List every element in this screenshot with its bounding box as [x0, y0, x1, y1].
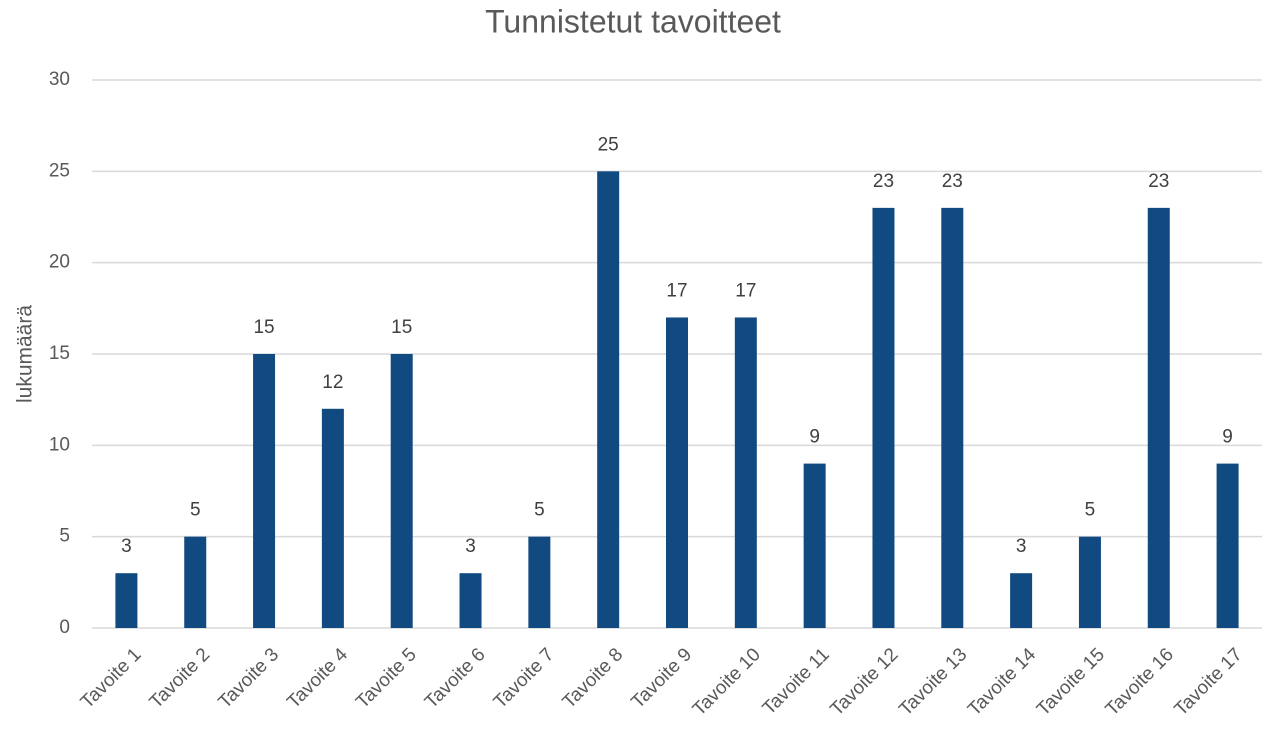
bar [390, 354, 413, 628]
bar [528, 536, 551, 628]
x-tick-label: Tavoite 1 [77, 644, 146, 713]
value-label: 5 [534, 500, 545, 521]
bar [734, 317, 757, 628]
bar [872, 207, 895, 628]
x-tick-label: Tavoite 14 [964, 644, 1040, 720]
x-tick-label: Tavoite 7 [490, 644, 559, 713]
x-tick-label: Tavoite 8 [559, 644, 628, 713]
x-tick-label: Tavoite 4 [283, 644, 352, 713]
x-tick-label: Tavoite 15 [1033, 644, 1109, 720]
bar [1078, 536, 1101, 628]
value-label: 23 [1148, 171, 1169, 192]
value-label: 23 [942, 171, 963, 192]
bar [597, 171, 620, 629]
value-label: 3 [465, 536, 476, 557]
y-tick-label: 0 [59, 617, 70, 638]
bar [1216, 463, 1239, 628]
bar [1147, 207, 1170, 628]
value-label: 9 [809, 427, 820, 448]
bar [253, 354, 276, 628]
bar [1010, 573, 1033, 628]
x-tick-label: Tavoite 5 [352, 644, 421, 713]
bar [803, 463, 826, 628]
chart-title: Tunnistetut tavoitteet [485, 3, 781, 39]
bar [941, 207, 964, 628]
value-label: 12 [322, 372, 343, 393]
bar [666, 317, 688, 628]
x-tick-label: Tavoite 2 [146, 644, 215, 713]
value-label: 23 [873, 171, 894, 192]
value-label: 25 [598, 134, 619, 155]
y-tick-label: 5 [59, 526, 70, 547]
value-label: 5 [1085, 500, 1096, 521]
value-label: 17 [735, 280, 756, 301]
value-label: 17 [666, 280, 687, 301]
x-tick-label: Tavoite 11 [759, 644, 834, 719]
value-label: 3 [121, 536, 132, 557]
value-label: 3 [1016, 536, 1027, 557]
bar [184, 536, 207, 628]
value-label: 9 [1222, 427, 1233, 448]
x-tick-label: Tavoite 16 [1102, 644, 1178, 720]
y-tick-label: 15 [49, 343, 70, 364]
value-label: 15 [391, 317, 412, 338]
x-tick-label: Tavoite 12 [826, 644, 902, 720]
bar [115, 573, 138, 628]
x-tick-label: Tavoite 3 [215, 644, 284, 713]
x-tick-label: Tavoite 13 [895, 644, 971, 720]
x-tick-label: Tavoite 17 [1171, 644, 1247, 720]
y-tick-label: 30 [49, 69, 70, 90]
y-tick-label: 25 [49, 160, 70, 181]
y-tick-label: 10 [49, 434, 70, 455]
x-tick-label: Tavoite 9 [627, 644, 696, 713]
bar [459, 573, 482, 628]
bar [321, 408, 344, 628]
x-tick-label: Tavoite 6 [421, 644, 490, 713]
x-tick-label: Tavoite 10 [689, 644, 765, 720]
y-axis-label: lukumäärä [14, 305, 37, 403]
value-label: 15 [253, 317, 274, 338]
y-tick-label: 20 [49, 252, 70, 273]
value-label: 5 [190, 500, 201, 521]
